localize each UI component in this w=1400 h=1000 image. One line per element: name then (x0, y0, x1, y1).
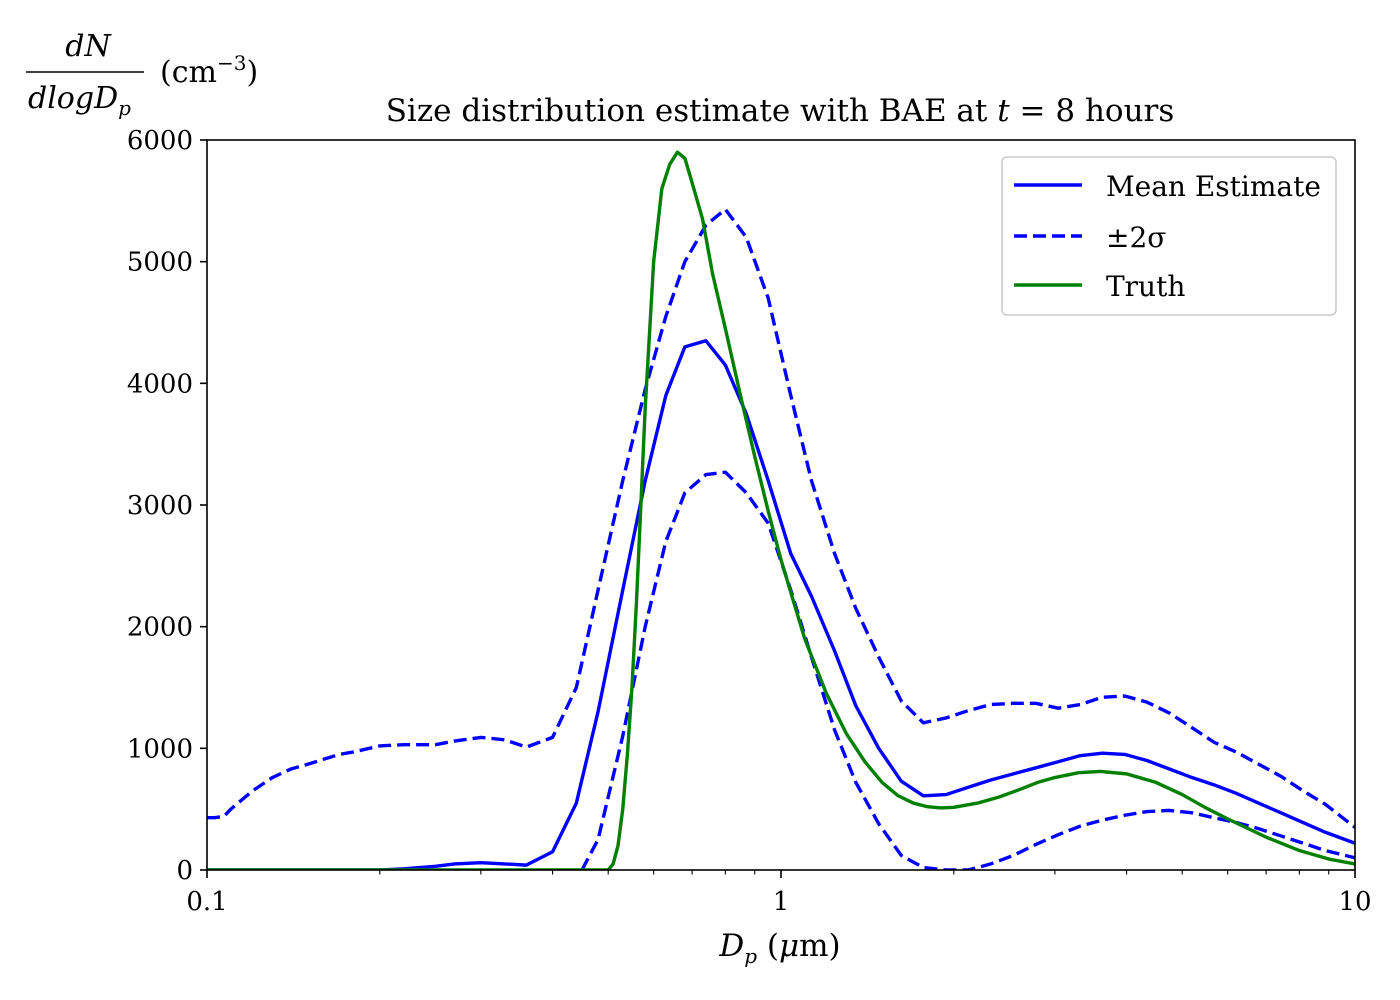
y-label-unit: (cm−3) (160, 51, 258, 90)
y-label-denominator: dlogDp (28, 81, 131, 120)
x-tick-label: 10 (1338, 887, 1371, 917)
y-tick-label: 6000 (127, 126, 193, 156)
legend-label-sigma: ±2σ (1106, 221, 1166, 254)
x-axis-label: Dp (μm) (718, 928, 840, 968)
series-line-2-lower-2 (580, 470, 1355, 870)
y-label-numerator: dN (65, 29, 112, 64)
y-tick-label: 5000 (127, 248, 193, 278)
series-line-2-1 (207, 207, 1355, 829)
y-tick-label: 0 (176, 856, 193, 886)
chart-title: Size distribution estimate with BAE at t… (386, 93, 1175, 129)
y-tick-label: 2000 (127, 613, 193, 643)
y-tick-label: 3000 (127, 491, 193, 521)
ticks-layer: 0 1000 2000 3000 4000 5000 6000 0.1 1 10 (127, 126, 1372, 917)
series-line-mean-estimate-0 (207, 339, 1355, 870)
y-tick-label: 4000 (127, 369, 193, 399)
legend-box (1001, 156, 1337, 316)
y-tick-label: 1000 (127, 734, 193, 764)
series-line-truth-3 (207, 150, 1355, 870)
legend-label-mean: Mean Estimate (1106, 170, 1321, 203)
plot-frame (206, 139, 1356, 871)
y-axis-label: dN dlogDp (cm−3) (26, 29, 258, 120)
legend-label-truth: Truth (1106, 270, 1185, 303)
x-tick-label: 0.1 (186, 887, 227, 917)
series-layer (207, 150, 1355, 870)
x-tick-label: 1 (773, 887, 790, 917)
legend: Mean Estimate ±2σ Truth (1001, 156, 1337, 316)
